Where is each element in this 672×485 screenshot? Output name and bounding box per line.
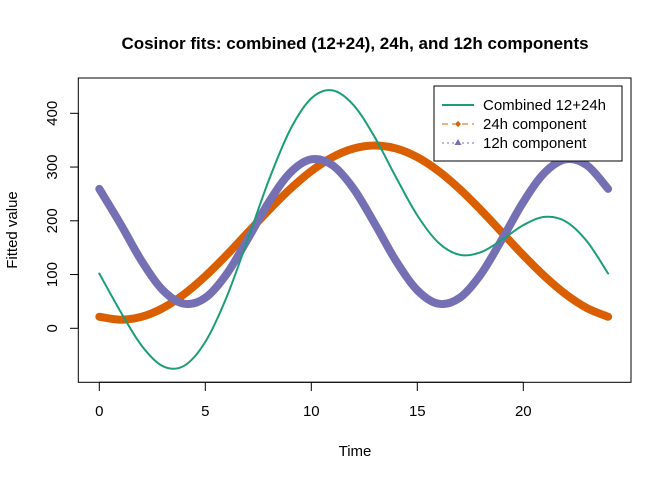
y-tick-label: 0 — [44, 324, 61, 332]
y-tick-label: 300 — [44, 155, 61, 180]
y-tick-label: 400 — [44, 101, 61, 126]
x-tick-label: 0 — [95, 403, 103, 420]
legend-marker-diamond — [455, 121, 461, 127]
x-tick-label: 5 — [201, 403, 209, 420]
legend-marker-triangle — [454, 139, 462, 145]
x-tick-label: 15 — [409, 403, 426, 420]
x-tick-label: 20 — [515, 403, 532, 420]
series-line-3 — [95, 155, 613, 309]
y-axis-label: Fitted value — [4, 191, 21, 269]
legend: Combined 12+24h 24h component 12h componen… — [433, 85, 623, 162]
chart-title: Cosinor fits: combined (12+24), 24h, and… — [121, 34, 588, 53]
x-axis: 0 5 10 15 20 — [95, 381, 532, 420]
series-layer — [95, 89, 613, 370]
legend-label-3: 12h component — [483, 135, 587, 152]
y-axis: 0 100 200 300 400 — [44, 101, 79, 332]
y-tick-label: 200 — [44, 208, 61, 233]
series-line-1 — [98, 89, 610, 370]
series-line-2 — [95, 141, 613, 324]
x-axis-label: Time — [339, 443, 372, 460]
legend-label-2: 24h component — [483, 116, 587, 133]
x-tick-label: 10 — [303, 403, 320, 420]
legend-label-1: Combined 12+24h — [483, 97, 606, 114]
y-tick-label: 100 — [44, 262, 61, 287]
